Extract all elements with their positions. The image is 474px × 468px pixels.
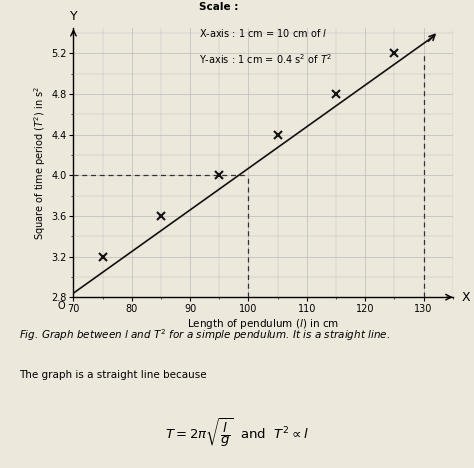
Text: O: O [57,301,65,311]
Text: The graph is a straight line because: The graph is a straight line because [19,370,207,380]
Text: Y-axis : 1 cm = 0.4 s$^{2}$ of $T^{2}$: Y-axis : 1 cm = 0.4 s$^{2}$ of $T^{2}$ [199,52,332,66]
Y-axis label: Square of time period ($T^{2}$) in s$^{2}$: Square of time period ($T^{2}$) in s$^{2… [32,86,48,240]
Text: $T = 2\pi\sqrt{\dfrac{l}{g}}$  and  $T^{2} \propto l$: $T = 2\pi\sqrt{\dfrac{l}{g}}$ and $T^{2}… [165,417,309,450]
Text: Y: Y [70,10,77,23]
Text: X: X [461,291,470,304]
Text: Fig. Graph between $l$ and $T^{2}$ for a simple pendulum. It is a straight line.: Fig. Graph between $l$ and $T^{2}$ for a… [19,328,390,344]
Text: X-axis : 1 cm = 10 cm of $l$: X-axis : 1 cm = 10 cm of $l$ [199,27,327,39]
Text: Scale :: Scale : [199,2,238,12]
X-axis label: Length of pendulum ($l$) in cm: Length of pendulum ($l$) in cm [187,317,339,331]
